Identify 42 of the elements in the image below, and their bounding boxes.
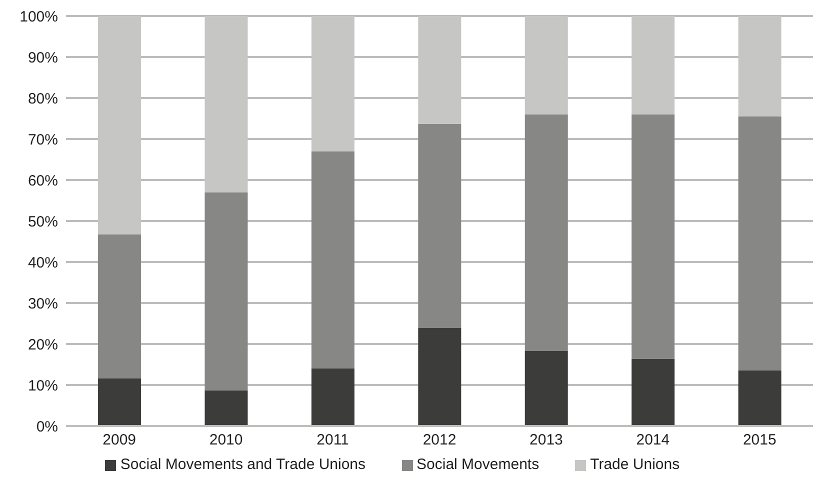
y-tick-label: 90% [28, 49, 58, 66]
y-tick-label: 60% [28, 172, 58, 190]
bar [204, 390, 248, 426]
bar [524, 350, 568, 426]
bar [311, 368, 354, 426]
bar [98, 378, 142, 426]
x-tick-label: 2012 [422, 432, 456, 449]
bar [311, 16, 354, 152]
bar [632, 114, 675, 359]
legend-label: Trade Unions [590, 456, 680, 473]
legend-label: Social Movements [416, 456, 540, 473]
y-tick-label: 30% [28, 295, 58, 312]
bar [418, 328, 462, 426]
bar [98, 16, 142, 235]
bar [632, 16, 675, 114]
bar [738, 370, 782, 426]
bar [524, 16, 568, 114]
y-tick-label: 80% [28, 90, 58, 108]
x-tick-label: 2009 [102, 432, 136, 449]
x-tick-label: 2013 [530, 432, 563, 449]
x-tick-label: 2014 [636, 432, 670, 449]
y-tick-label: 10% [28, 377, 58, 394]
y-tick-label: 20% [28, 336, 58, 354]
bar [311, 151, 354, 368]
bar [524, 114, 568, 351]
bar [204, 192, 248, 390]
bar [98, 234, 142, 378]
bar [738, 16, 782, 116]
bar [204, 16, 248, 192]
y-tick-label: 100% [20, 8, 58, 26]
x-tick-label: 2010 [209, 432, 243, 449]
legend-label: Social Movements and Trade Unions [120, 456, 366, 473]
bar [418, 124, 462, 328]
y-tick-label: 0% [36, 418, 58, 436]
bar [738, 116, 782, 370]
y-tick-label: 70% [28, 131, 58, 148]
bar [632, 358, 675, 426]
y-tick-label: 50% [28, 213, 58, 230]
bar [418, 16, 462, 124]
x-tick-label: 2015 [742, 432, 776, 449]
y-tick-label: 40% [28, 254, 58, 272]
x-tick-label: 2011 [316, 432, 349, 449]
